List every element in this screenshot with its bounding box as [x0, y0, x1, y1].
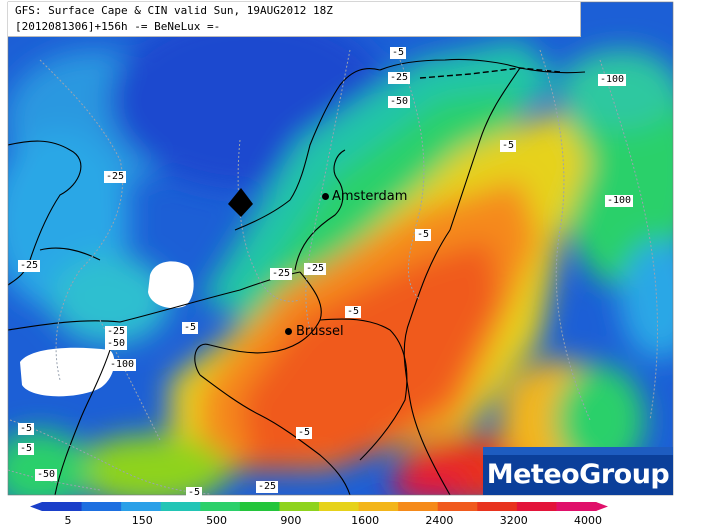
colorbar-segment — [398, 502, 439, 511]
diamond-marker — [228, 188, 253, 217]
legend-tick-label: 2400 — [425, 514, 454, 527]
city-marker-amsterdam — [322, 193, 329, 200]
cape-field — [8, 2, 673, 495]
cin-label: -5 — [500, 140, 517, 152]
legend-tick-label: 3200 — [499, 514, 528, 527]
colorbar-left-arrow — [30, 502, 42, 511]
legend-tick-label: 900 — [280, 514, 302, 527]
cin-label: -5 — [390, 47, 407, 59]
cin-label: -100 — [605, 195, 634, 207]
cin-label: -25 — [105, 326, 128, 338]
colorbar-segment — [477, 502, 518, 511]
legend-tick-label: 5 — [64, 514, 72, 527]
legend-tick-label: 4000 — [574, 514, 602, 527]
brand-logo: MeteoGroup — [483, 447, 673, 495]
colorbar-segment — [200, 502, 241, 511]
legend-tick-label: 150 — [131, 514, 153, 527]
colorbar-right-arrow — [596, 502, 608, 511]
cin-label: -25 — [304, 263, 327, 275]
colorbar-segment — [516, 502, 557, 511]
colorbar-segment — [437, 502, 478, 511]
city-label-amsterdam: Amsterdam — [332, 189, 408, 204]
cin-label: -25 — [104, 171, 127, 183]
coastlines — [8, 58, 586, 495]
city-label-brussel: Brussel — [296, 324, 344, 339]
cin-label: -5 — [182, 322, 199, 334]
brand-name: MeteoGroup — [486, 458, 670, 490]
colorbar-segment — [358, 502, 399, 511]
colorbar-segment — [319, 502, 360, 511]
cin-label: -50 — [105, 338, 128, 350]
cin-label: -100 — [108, 359, 137, 371]
colorbar-segment — [42, 502, 83, 511]
cin-label: -5 — [415, 229, 432, 241]
cin-label: -50 — [35, 469, 58, 481]
cin-label: -25 — [18, 260, 41, 272]
colorbar-segment — [160, 502, 201, 511]
cin-label: -100 — [598, 74, 627, 86]
cin-label: -5 — [296, 427, 313, 439]
cin-label: -25 — [388, 72, 411, 84]
legend-tick-label: 1600 — [351, 514, 380, 527]
colorbar-segment — [121, 502, 162, 511]
cin-contours — [8, 49, 658, 495]
cin-label: -5 — [18, 443, 35, 455]
cin-label: -50 — [388, 96, 411, 108]
city-marker-brussel — [285, 328, 292, 335]
title-line-2: [2012081306]+156h -= BeNeLux =- — [15, 20, 221, 33]
colorbar-segment — [556, 502, 597, 511]
colorbar-segment — [279, 502, 320, 511]
title-line-1: GFS: Surface Cape & CIN valid Sun, 19AUG… — [15, 4, 333, 17]
legend-tick-label: 500 — [206, 514, 228, 527]
cin-label: -25 — [256, 481, 279, 493]
colorbar-segment — [239, 502, 280, 511]
brand-stripe — [483, 447, 673, 455]
title-box: GFS: Surface Cape & CIN valid Sun, 19AUG… — [8, 2, 581, 37]
cin-label: -5 — [345, 306, 362, 318]
cin-label: -25 — [270, 268, 293, 280]
legend-colorbar — [30, 502, 608, 511]
cin-label: -5 — [186, 487, 203, 499]
colorbar-segment — [81, 502, 122, 511]
cin-label: -5 — [18, 423, 35, 435]
